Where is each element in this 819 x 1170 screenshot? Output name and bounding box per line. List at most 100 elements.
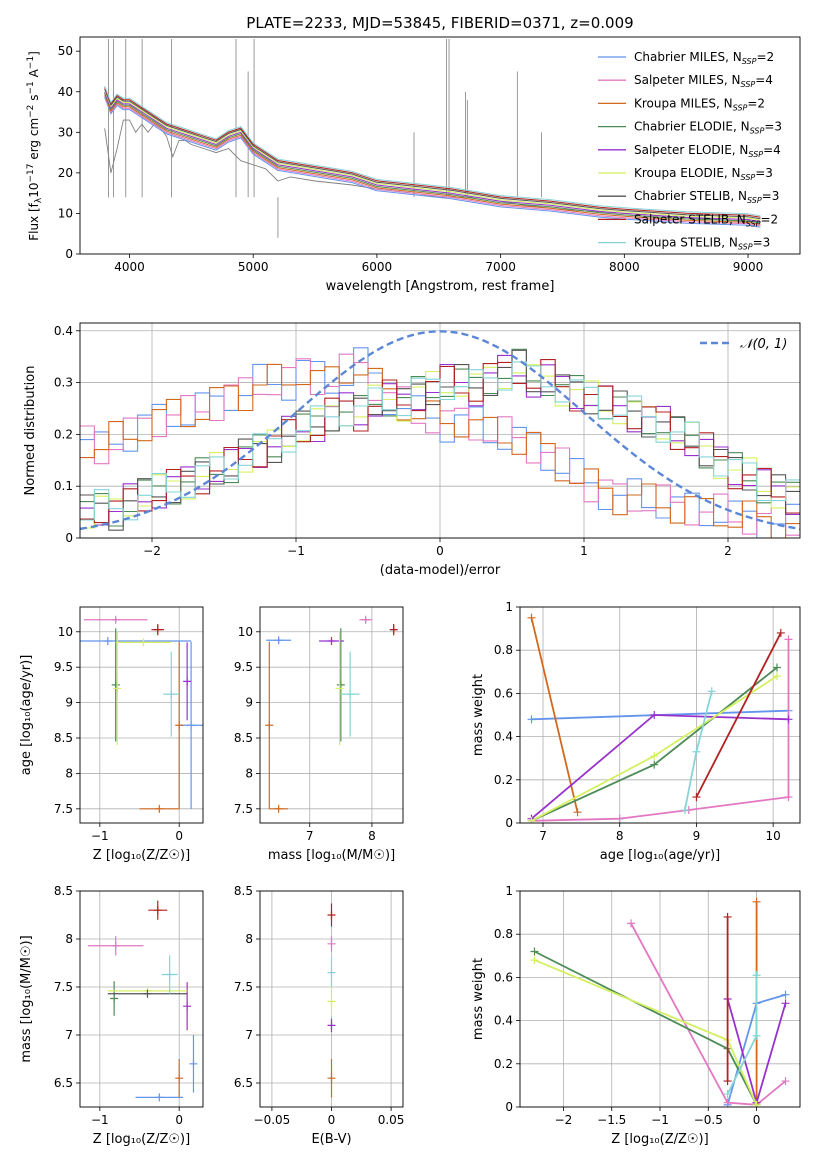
- y-tick-label: 0.4: [494, 730, 513, 744]
- y-tick-label: 0.8: [494, 927, 513, 941]
- axes: 4000 5000 6000 7000 8000 9000 0 10 20 30 40 50 wavel…: [58, 36, 801, 294]
- y-axis-label: Flux [fλ10−17 erg cm−2 s−1 A−1]: [26, 51, 44, 241]
- x-tick-label: 10: [766, 829, 781, 843]
- weight-marker: [723, 912, 732, 921]
- legend-label-0: Chabrier MILES, NSSP=2: [634, 50, 774, 66]
- x-tick-label: −0.05: [254, 1113, 291, 1127]
- y-tick-label: 8.5: [54, 884, 73, 898]
- point-1: [135, 1093, 184, 1102]
- x-tick-label: 4000: [114, 260, 145, 274]
- point-0: [266, 636, 292, 645]
- plot-area: [527, 613, 793, 823]
- grid: [520, 890, 800, 1108]
- y-tick-label: 7: [245, 1028, 253, 1042]
- x-tick-label: 8: [616, 829, 624, 843]
- data-marker: [175, 721, 184, 730]
- y-tick-label: 9: [65, 696, 73, 710]
- weight-series-2: [530, 617, 579, 813]
- y-axis-label: age [log₁₀(age/yr)]: [19, 655, 34, 776]
- x-tick-label: −1: [91, 1113, 109, 1127]
- x-tick-label: −0.5: [694, 1113, 723, 1127]
- y-tick-label: 1: [505, 600, 513, 614]
- panel-mass_vs_ebv: −0.05 0 0.05 6.5 7 7.5 8 8.5 E(B-V): [234, 884, 405, 1147]
- plot-area: [265, 615, 398, 813]
- axes-frame: [79, 36, 801, 255]
- y-tick-label: 0.3: [54, 376, 73, 390]
- y-tick-label: 8: [245, 932, 253, 946]
- weight-marker: [752, 1031, 761, 1040]
- spectrum-legend: Chabrier MILES, NSSP=2 Salpeter MILES, NS…: [598, 50, 782, 252]
- x-tick-label: 5000: [238, 260, 269, 274]
- y-tick-label: 40: [58, 85, 73, 99]
- model-spectrum-5: [104, 90, 761, 221]
- legend-label-5: Kroupa ELODIE, NSSP=3: [634, 166, 773, 182]
- point-9: [151, 623, 165, 636]
- model-spectrum-2: [104, 94, 761, 225]
- weight-marker: [527, 816, 536, 823]
- y-tick-label: 7.5: [54, 980, 73, 994]
- data-marker: [274, 636, 283, 645]
- weight-marker: [784, 635, 793, 644]
- data-marker: [335, 684, 344, 693]
- y-tick-label: 0.4: [494, 1014, 513, 1028]
- point-8: [148, 900, 168, 920]
- axes: 7 8 7.5 8 8.5 9 9.5 10 mass [log₁₀(M/M☉)]: [234, 606, 404, 863]
- y-tick-label: 0.2: [54, 427, 73, 441]
- weight-marker: [615, 814, 624, 823]
- x-axis-label: E(B-V): [311, 1132, 351, 1147]
- model-spectrum-8: [104, 85, 761, 217]
- weight-series-3: [531, 666, 778, 822]
- point-5: [111, 628, 120, 742]
- weight-marker: [692, 793, 701, 802]
- point-7: [389, 623, 398, 636]
- data-marker: [155, 1093, 164, 1102]
- weight-marker: [723, 1077, 732, 1086]
- point-4: [110, 981, 119, 1016]
- weight-marker: [723, 1090, 732, 1099]
- x-tick-label: 0.05: [378, 1113, 405, 1127]
- axes-frame: [519, 606, 801, 824]
- point-6: [183, 642, 192, 721]
- y-tick-label: 9.5: [234, 660, 253, 674]
- legend-label-1: Salpeter MILES, NSSP=4: [634, 73, 773, 89]
- point-6: [335, 631, 344, 746]
- data-marker: [111, 615, 120, 624]
- weight-marker: [781, 999, 790, 1008]
- residual-histogram-2: [80, 363, 800, 538]
- data-marker: [274, 804, 283, 813]
- weight-marker: [772, 663, 781, 672]
- data-marker: [183, 1002, 192, 1011]
- weight-marker: [530, 956, 539, 965]
- data-marker: [143, 989, 152, 998]
- weight-series-5: [531, 675, 778, 822]
- x-tick-label: 0: [175, 829, 183, 843]
- weight-marker: [752, 897, 761, 906]
- y-tick-label: 10: [58, 206, 73, 220]
- x-tick-label: 0: [175, 1113, 183, 1127]
- x-tick-label: 0: [753, 1113, 761, 1127]
- weight-series-1: [630, 922, 787, 1106]
- data-marker: [327, 911, 336, 919]
- x-tick-label: −1.5: [597, 1113, 626, 1127]
- data-marker: [361, 615, 370, 624]
- point-7: [107, 989, 188, 998]
- x-tick-label: 0: [436, 544, 444, 558]
- weight-marker: [784, 715, 793, 724]
- x-tick-label: 2: [724, 544, 732, 558]
- point-8: [340, 651, 360, 737]
- weight-marker: [650, 760, 659, 769]
- y-tick-label: 0.1: [54, 479, 73, 493]
- y-tick-label: 30: [58, 125, 73, 139]
- y-tick-label: 7.5: [54, 802, 73, 816]
- figure-title: PLATE=2233, MJD=53845, FIBERID=0371, z=0…: [246, 14, 633, 32]
- plot-area: [80, 330, 800, 538]
- data-marker: [327, 968, 336, 977]
- y-tick-label: 8: [245, 766, 253, 780]
- model-spectrum-1: [104, 95, 761, 227]
- axes: 7 8 9 10 0 0.2 0.4 0.6 0.8 1 age [log₁₀(age/yr)] ma…: [471, 600, 801, 863]
- x-axis-label: Z [log₁₀(Z/Z☉)]: [93, 1132, 190, 1147]
- panel-age_vs_mass: 7 8 7.5 8 8.5 9 9.5 10 mass [log₁₀(M/M☉)]: [234, 606, 404, 863]
- axes-frame: [79, 890, 204, 1108]
- point-8: [113, 631, 122, 746]
- axes: −1 0 6.5 7 7.5 8 8.5 Z [log₁₀(Z/Z☉)] mass [log₁₀…: [19, 884, 204, 1147]
